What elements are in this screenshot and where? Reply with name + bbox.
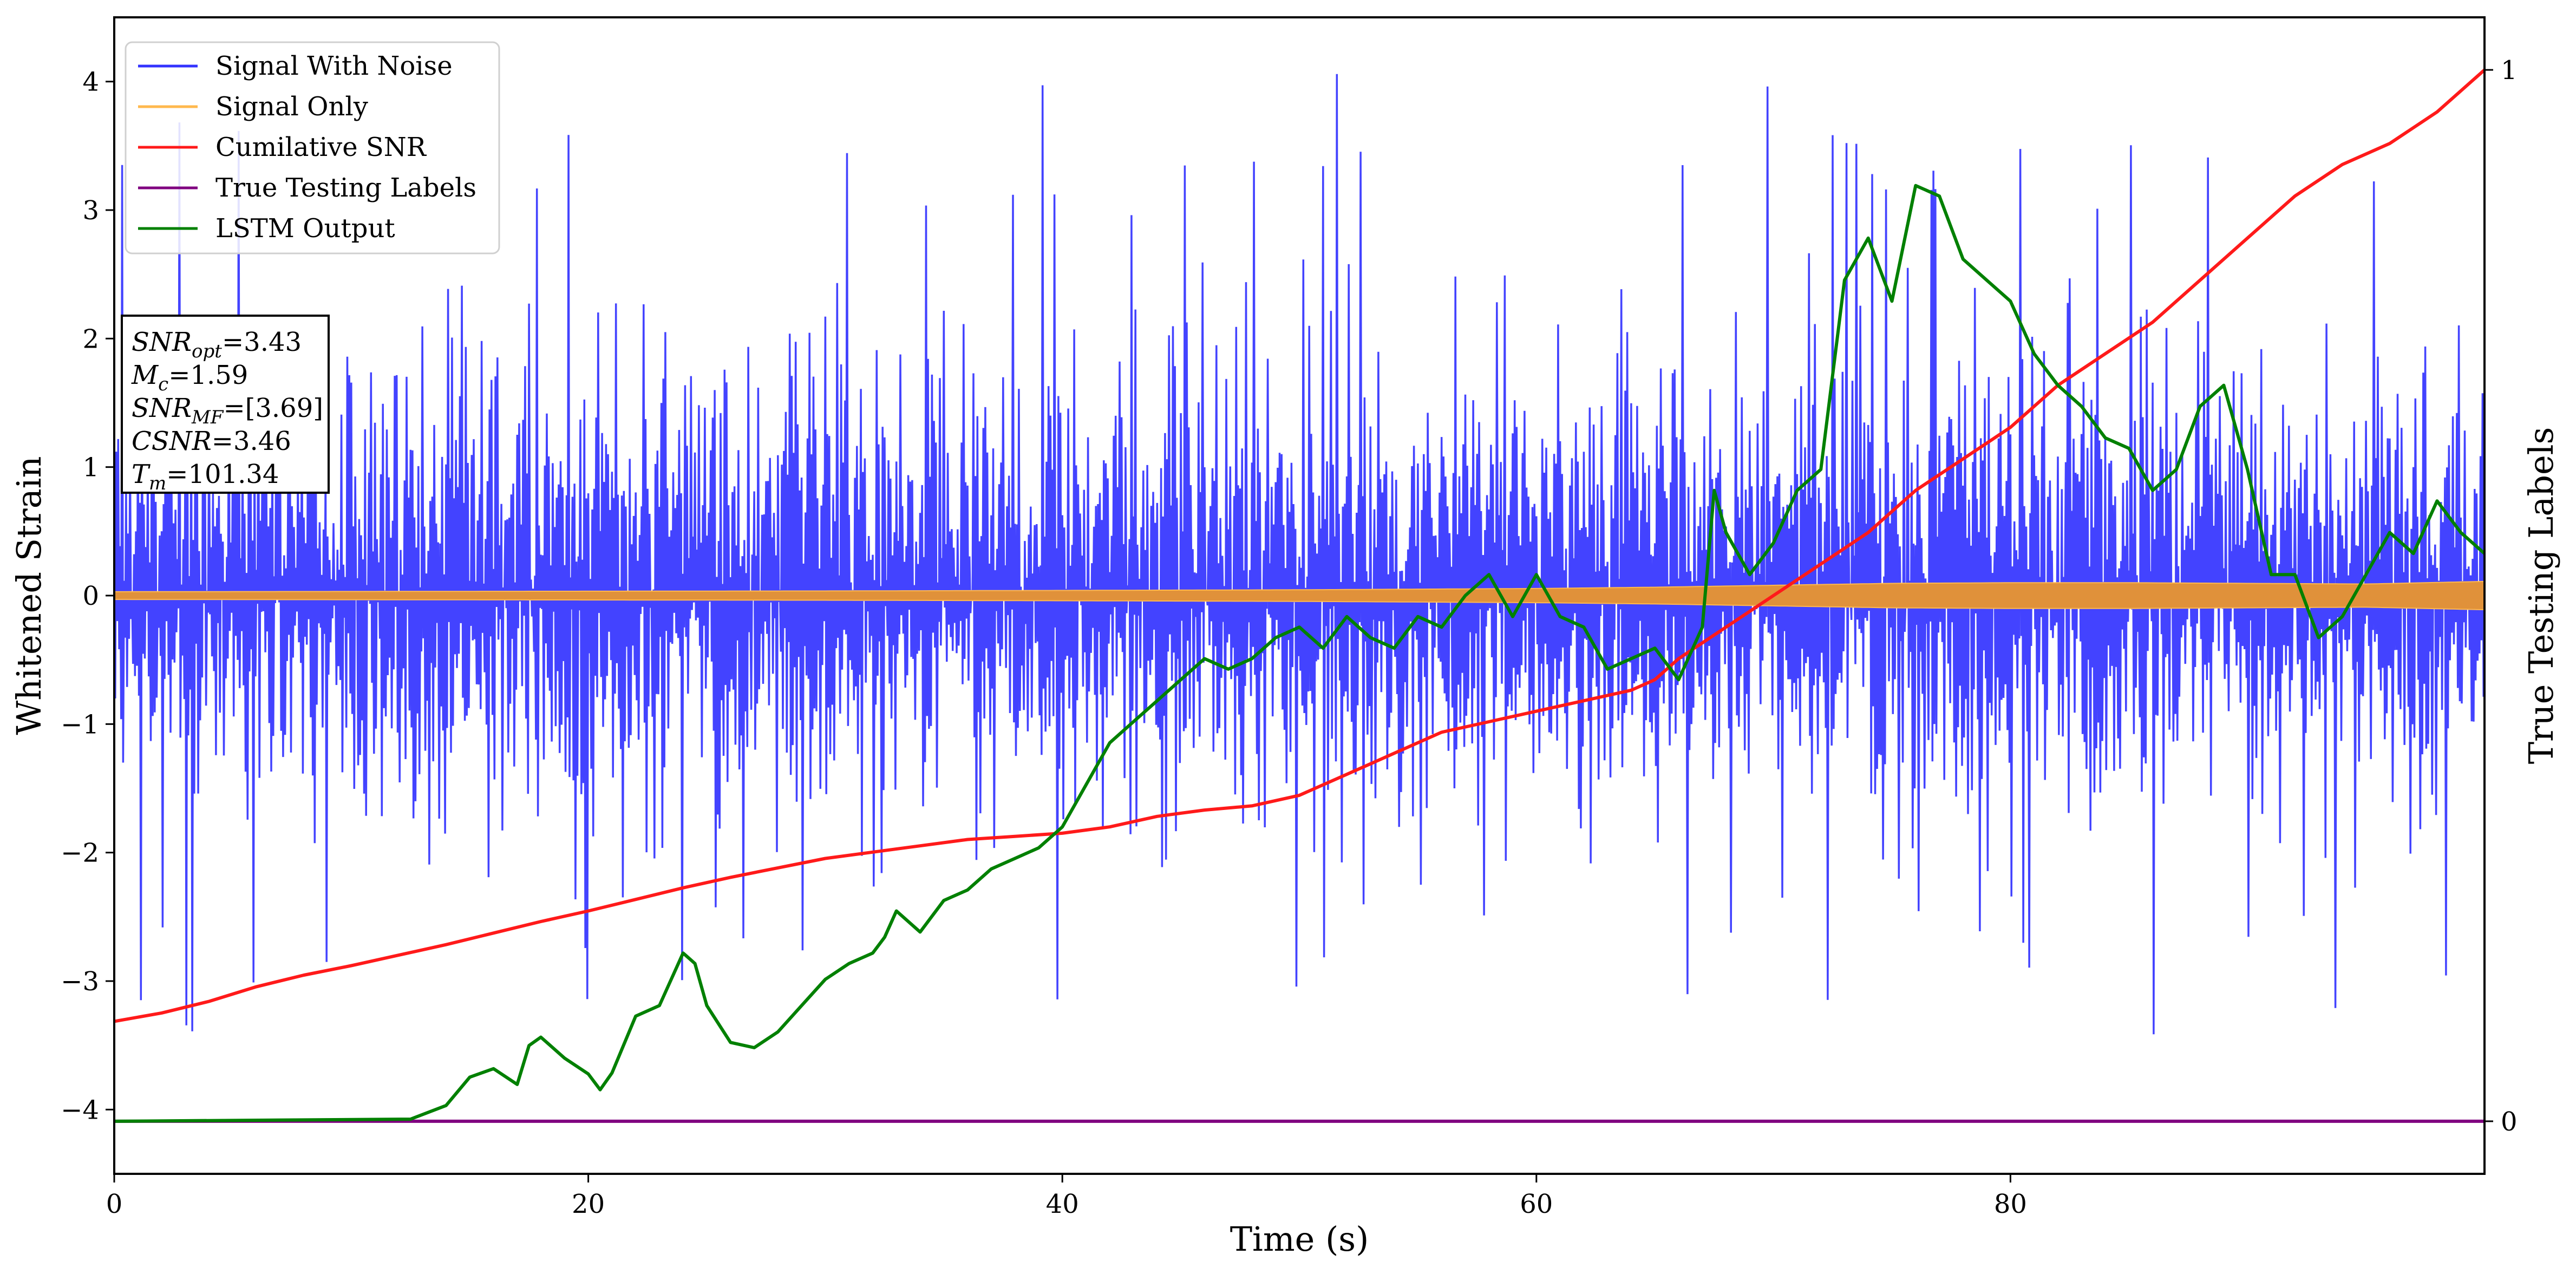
y-axis-label: Whitened Strain — [9, 456, 49, 735]
y-tick-label-neg2: −2 — [61, 838, 99, 868]
annotation-merger-time: Tm=101.34 — [132, 459, 279, 494]
right-tick-label-1: 1 — [2501, 55, 2518, 86]
annotation-box: SNRopt=3.43 Mc=1.59 SNRMF=[3.69] CSNR=3.… — [121, 315, 330, 494]
y-tick-label-3: 3 — [82, 195, 99, 226]
legend-label-true-testing-labels: True Testing Labels — [215, 173, 476, 203]
annotation-csnr: CSNR=3.46 — [132, 426, 291, 456]
x-tick-label-60: 60 — [1520, 1189, 1553, 1219]
legend-label-lstm-output: LSTM Output — [215, 213, 395, 244]
right-tick-label-0: 0 — [2501, 1107, 2518, 1137]
x-tick-label-40: 40 — [1046, 1189, 1079, 1219]
x-tick-label-0: 0 — [106, 1189, 123, 1219]
annotation-snr-opt: SNRopt=3.43 — [132, 327, 302, 362]
legend-label-signal-with-noise: Signal With Noise — [215, 51, 453, 81]
y-tick-label-1: 1 — [82, 453, 99, 483]
series-line-cumilative-snr — [114, 68, 2486, 1023]
y-tick-label-neg4: −4 — [61, 1095, 99, 1125]
y-tick-label-4: 4 — [82, 67, 99, 97]
annotation-snr-mf: SNRMF=[3.69] — [132, 393, 323, 428]
annotation-frame — [121, 315, 330, 494]
legend: Signal With Noise Signal Only Cumilative… — [125, 41, 500, 254]
series-line-lstm-output — [114, 184, 2486, 1123]
legend-label-signal-only: Signal Only — [215, 92, 368, 122]
y-tick-label-2: 2 — [82, 324, 99, 354]
series-line-signal-with-noise — [113, 74, 2486, 1035]
x-tick-label-20: 20 — [572, 1189, 605, 1219]
y-tick-label-neg1: −1 — [61, 709, 99, 740]
x-tick-label-80: 80 — [1994, 1189, 2027, 1219]
y-tick-label-0: 0 — [82, 581, 99, 611]
y-tick-label-neg3: −3 — [61, 966, 99, 997]
legend-label-cumilative-snr: Cumilative SNR — [215, 132, 427, 162]
annotation-chirp-mass: Mc=1.59 — [131, 360, 248, 395]
legend-box — [125, 41, 500, 254]
right-axis-label: True Testing Labels — [2521, 427, 2561, 765]
x-axis-label: Time (s) — [1230, 1219, 1369, 1259]
